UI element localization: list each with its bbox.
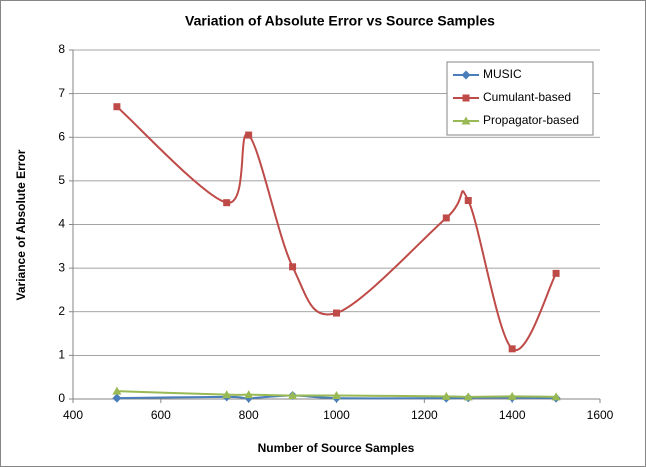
- marker: [222, 390, 232, 399]
- x-axis-title: Number of Source Samples: [258, 441, 415, 455]
- y-tick-label: 1: [58, 348, 65, 362]
- y-tick-label: 2: [58, 304, 65, 318]
- marker: [463, 392, 473, 401]
- marker: [461, 116, 471, 125]
- marker: [223, 199, 231, 207]
- y-tick-label: 4: [58, 217, 65, 231]
- x-tick-label: 400: [63, 408, 83, 422]
- marker: [442, 214, 450, 222]
- marker: [441, 391, 451, 400]
- marker: [333, 309, 340, 317]
- legend-label: Cumulant-based: [483, 90, 571, 104]
- y-tick-label: 6: [58, 129, 65, 143]
- marker: [112, 393, 122, 403]
- marker: [245, 131, 253, 139]
- marker: [464, 197, 472, 205]
- x-tick-label: 1000: [323, 408, 350, 422]
- x-tick-label: 1600: [587, 408, 614, 422]
- y-tick-label: 7: [58, 86, 65, 100]
- marker: [551, 392, 561, 401]
- x-tick-label: 600: [151, 408, 171, 422]
- marker: [113, 103, 121, 111]
- y-tick-label: 8: [58, 42, 65, 56]
- marker: [332, 391, 341, 400]
- marker: [244, 390, 254, 399]
- marker: [508, 345, 516, 353]
- y-tick-label: 5: [58, 173, 65, 187]
- y-tick-label: 0: [58, 391, 65, 405]
- x-tick-label: 800: [239, 408, 259, 422]
- y-axis-title: Variance of Absolute Error: [14, 149, 28, 300]
- marker: [288, 391, 298, 400]
- marker: [462, 94, 470, 102]
- marker: [289, 263, 297, 271]
- legend-label: MUSIC: [483, 67, 522, 81]
- chart-title: Variation of Absolute Error vs Source Sa…: [185, 13, 495, 29]
- x-tick-label: 1200: [411, 408, 438, 422]
- marker: [461, 70, 471, 80]
- marker: [112, 386, 122, 395]
- marker: [507, 391, 517, 400]
- y-tick-label: 3: [58, 260, 65, 274]
- legend-label: Propagator-based: [483, 113, 579, 127]
- x-tick-label: 1400: [499, 408, 526, 422]
- marker: [552, 269, 560, 277]
